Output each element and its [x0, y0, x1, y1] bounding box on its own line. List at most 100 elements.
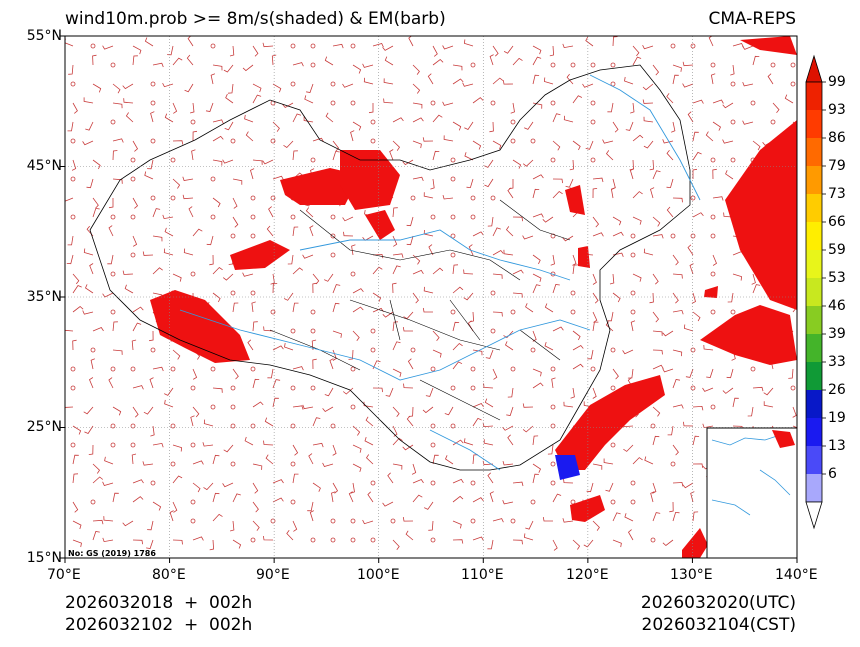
wind-barb	[132, 45, 142, 55]
wind-barb	[402, 444, 414, 451]
wind-barb	[612, 36, 618, 47]
wind-barb	[147, 520, 154, 531]
calm-wind-marker	[210, 43, 216, 49]
wind-barb	[307, 501, 314, 512]
wind-barb	[552, 539, 558, 551]
wind-barb	[643, 116, 654, 123]
wind-barb	[532, 254, 541, 265]
calm-wind-marker	[430, 423, 436, 429]
calm-wind-marker	[630, 309, 636, 315]
wind-barb	[532, 74, 540, 85]
wind-barb	[392, 425, 398, 437]
calm-wind-marker	[450, 214, 456, 220]
calm-wind-marker	[170, 195, 176, 201]
wind-barb	[372, 43, 384, 48]
prob-region-qinghai	[230, 240, 290, 270]
wind-barb	[532, 435, 539, 446]
wind-barb	[629, 168, 635, 180]
calm-wind-marker	[230, 138, 236, 144]
wind-barb	[92, 531, 100, 541]
wind-barb	[652, 482, 657, 494]
wind-barb	[624, 76, 634, 85]
wind-barb	[510, 102, 515, 114]
wind-barb	[592, 311, 598, 323]
calm-wind-marker	[290, 328, 296, 334]
calm-wind-marker	[650, 423, 656, 429]
wind-barb	[630, 320, 636, 332]
wind-barb	[392, 207, 398, 218]
prob-region-hexi	[365, 210, 395, 240]
wind-barb	[312, 137, 324, 142]
wind-barb	[443, 135, 454, 142]
wind-barb	[605, 482, 614, 492]
wind-barb	[682, 83, 694, 88]
wind-barb	[342, 83, 354, 88]
wind-barb	[252, 94, 262, 104]
calm-wind-marker	[130, 176, 136, 182]
calm-wind-marker	[570, 62, 576, 68]
yellow-river	[299, 229, 571, 281]
wind-barb	[632, 45, 640, 57]
wind-barb	[292, 405, 304, 410]
wind-barb	[172, 273, 182, 282]
wind-barb	[432, 267, 444, 275]
calm-wind-marker	[530, 347, 536, 353]
wind-barb	[92, 159, 101, 170]
init-time-utc: 2026032018 + 002h	[65, 593, 253, 613]
prob-region-japan-sea	[725, 120, 797, 310]
wind-barb	[692, 511, 699, 522]
calm-wind-marker	[110, 423, 116, 429]
wind-barb	[672, 379, 681, 389]
wind-barb	[643, 248, 654, 256]
wind-barb	[662, 539, 674, 547]
wind-barb	[672, 74, 679, 85]
calm-wind-marker	[450, 252, 456, 258]
wind-barb	[363, 401, 374, 408]
wind-barb	[72, 425, 82, 435]
calm-wind-marker	[430, 442, 436, 448]
wind-barb	[412, 117, 424, 123]
calm-wind-marker	[150, 347, 156, 353]
wind-barb	[242, 272, 254, 277]
calm-wind-marker	[430, 214, 436, 220]
wind-barb	[652, 170, 661, 180]
wind-barb	[562, 43, 574, 49]
prob-region-tibet	[150, 290, 250, 363]
wind-barb	[682, 482, 694, 489]
wind-barb	[292, 473, 299, 484]
wind-barb	[392, 140, 401, 151]
wind-barb	[244, 436, 254, 446]
wind-barb	[683, 421, 694, 427]
wind-barb	[423, 192, 434, 199]
calm-wind-marker	[550, 157, 556, 163]
wind-barb	[232, 493, 241, 503]
wind-barb	[212, 387, 223, 393]
wind-barb	[512, 216, 523, 222]
wind-barb	[666, 93, 674, 104]
wind-barb	[692, 435, 700, 446]
wind-barb	[149, 377, 154, 389]
wind-barb	[152, 62, 164, 68]
colorbar-label-46: 46	[828, 298, 846, 314]
calm-wind-marker	[450, 423, 456, 429]
wind-barb	[72, 520, 82, 530]
valid-time-cst: 2026032104(CST)	[641, 615, 796, 635]
wind-barb	[245, 131, 254, 142]
calm-wind-marker	[210, 404, 216, 410]
wind-barb	[607, 102, 614, 113]
wind-barb	[268, 206, 274, 218]
wind-barb	[643, 140, 654, 149]
wind-barb	[272, 345, 284, 351]
calm-wind-marker	[730, 157, 736, 163]
wind-barb	[483, 439, 494, 446]
wind-barb	[287, 254, 294, 265]
wind-barb	[222, 273, 234, 281]
wind-barb	[392, 539, 400, 550]
calm-wind-marker	[150, 195, 156, 201]
wind-barb	[324, 273, 334, 282]
wind-barb	[522, 403, 534, 408]
wind-barb	[191, 149, 196, 161]
wind-barb	[167, 45, 174, 56]
wind-barb	[86, 178, 94, 189]
